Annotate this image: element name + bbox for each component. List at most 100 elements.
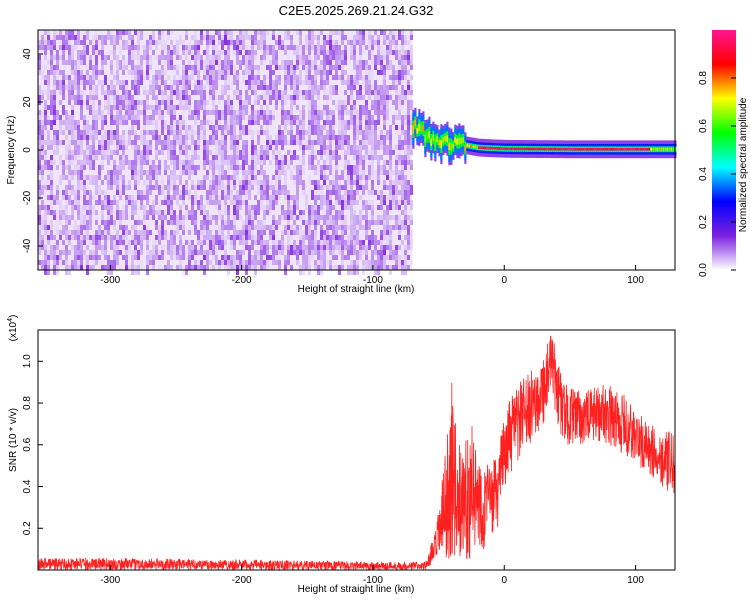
noise-cell — [179, 90, 182, 100]
noise-cell — [161, 65, 164, 70]
noise-cell — [98, 190, 101, 195]
noise-cell — [221, 135, 224, 145]
noise-cell — [281, 205, 284, 210]
noise-cell — [365, 85, 368, 90]
noise-cell — [245, 30, 248, 35]
noise-cell — [332, 235, 335, 240]
noise-cell — [245, 55, 248, 65]
noise-cell — [101, 115, 104, 120]
noise-cell — [164, 170, 167, 175]
noise-cell — [137, 195, 140, 200]
noise-cell — [197, 90, 200, 95]
noise-cell — [287, 165, 290, 170]
noise-cell — [146, 235, 149, 240]
noise-cell — [296, 60, 299, 65]
noise-cell — [377, 95, 380, 100]
noise-cell — [227, 175, 230, 180]
noise-cell — [296, 175, 299, 185]
noise-cell — [389, 240, 392, 245]
noise-cell — [68, 155, 71, 160]
noise-cell — [101, 155, 104, 160]
noise-cell — [167, 55, 170, 60]
noise-cell — [284, 45, 287, 55]
noise-cell — [365, 65, 368, 70]
noise-cell — [242, 245, 245, 250]
noise-cell — [341, 245, 344, 250]
noise-cell — [77, 100, 80, 105]
noise-cell — [233, 145, 236, 155]
noise-cell — [290, 40, 293, 45]
noise-cell — [230, 190, 233, 195]
noise-cell — [146, 50, 149, 55]
noise-cell — [131, 140, 134, 145]
noise-cell — [170, 95, 173, 100]
noise-cell — [269, 200, 272, 205]
noise-cell — [398, 105, 401, 115]
noise-cell — [377, 175, 380, 180]
noise-cell — [80, 50, 83, 60]
noise-cell — [152, 30, 155, 35]
noise-cell — [65, 195, 68, 200]
noise-cell — [251, 90, 254, 95]
noise-cell — [386, 210, 389, 215]
noise-cell — [314, 155, 317, 160]
noise-cell — [302, 150, 305, 155]
noise-cell — [197, 265, 200, 270]
noise-cell — [389, 35, 392, 40]
noise-cell — [116, 250, 119, 255]
noise-cell — [200, 80, 203, 85]
signal-cell — [660, 148, 663, 151]
noise-cell — [188, 240, 191, 245]
noise-cell — [56, 35, 59, 40]
noise-cell — [281, 140, 284, 150]
noise-cell — [44, 225, 47, 230]
noise-cell — [329, 115, 332, 120]
noise-cell — [371, 240, 374, 245]
noise-cell — [119, 190, 122, 195]
signal-cell — [652, 148, 655, 151]
noise-cell — [245, 195, 248, 200]
noise-cell — [215, 110, 218, 115]
noise-cell — [398, 150, 401, 155]
noise-cell — [401, 220, 404, 230]
noise-cell — [68, 40, 71, 45]
y-tick-label: -20 — [22, 190, 33, 205]
noise-cell — [197, 55, 200, 60]
noise-cell — [77, 30, 80, 35]
noise-cell — [194, 170, 197, 175]
noise-cell — [335, 265, 338, 270]
noise-cell — [245, 230, 248, 240]
noise-cell — [410, 75, 413, 80]
noise-cell — [269, 100, 272, 105]
noise-cell — [239, 255, 242, 265]
noise-cell — [293, 155, 296, 160]
noise-cell — [407, 265, 410, 270]
noise-cell — [320, 225, 323, 230]
noise-cell — [383, 75, 386, 80]
noise-cell — [50, 160, 53, 165]
noise-cell — [353, 55, 356, 60]
noise-cell — [134, 170, 137, 175]
noise-cell — [62, 225, 65, 230]
noise-cell — [101, 235, 104, 240]
signal-cell — [550, 147, 553, 151]
noise-cell — [167, 135, 170, 140]
noise-cell — [218, 180, 221, 185]
noise-cell — [344, 105, 347, 110]
noise-cell — [275, 35, 278, 40]
noise-cell — [137, 120, 140, 130]
noise-cell — [101, 220, 104, 225]
noise-cell — [296, 125, 299, 130]
signal-cell — [560, 147, 563, 151]
noise-cell — [263, 60, 266, 65]
noise-cell — [239, 65, 242, 70]
noise-cell — [110, 150, 113, 155]
noise-cell — [272, 235, 275, 240]
signal-cell — [546, 147, 549, 151]
noise-cell — [317, 215, 320, 225]
noise-cell — [197, 110, 200, 115]
noise-cell — [383, 250, 386, 255]
noise-cell — [254, 90, 257, 95]
noise-cell — [362, 185, 365, 195]
noise-cell — [365, 210, 368, 215]
